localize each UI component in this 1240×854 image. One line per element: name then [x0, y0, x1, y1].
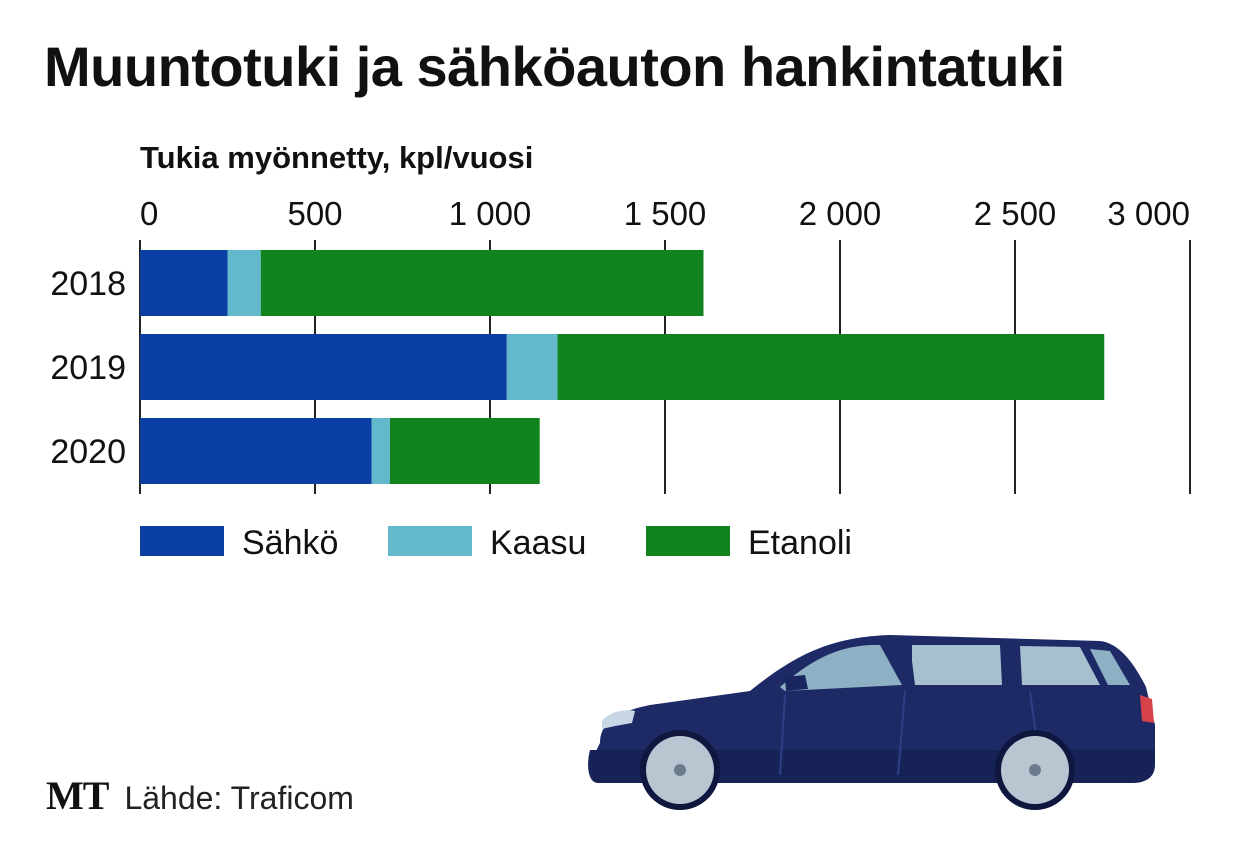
car-window-rear — [1090, 649, 1130, 685]
legend-label: Kaasu — [490, 524, 586, 562]
legend-swatch — [140, 526, 224, 556]
footer: MT Lähde: Traficom — [46, 772, 354, 819]
car-window-front — [910, 645, 1002, 685]
chart-title: Muuntotuki ja sähköauton hankintatuki — [44, 35, 1065, 98]
y-category-label: 2018 — [50, 265, 126, 303]
car-mirror — [785, 675, 808, 691]
x-tick-label: 1 000 — [449, 195, 532, 232]
y-category-label: 2020 — [50, 433, 126, 471]
bar-segment — [140, 334, 507, 400]
car-windshield — [780, 645, 902, 691]
x-tick-label: 0 — [140, 195, 158, 232]
bar-segment — [260, 250, 704, 316]
x-tick-label: 2 000 — [799, 195, 882, 232]
source-note: Lähde: Traficom — [124, 780, 354, 816]
bar-segment — [389, 418, 540, 484]
x-tick-label: 2 500 — [974, 195, 1057, 232]
bar-segment — [371, 418, 390, 484]
car-pillar-b — [902, 645, 912, 689]
car-headlight — [602, 710, 635, 729]
x-tick-label: 500 — [287, 195, 342, 232]
bar-segment — [557, 334, 1105, 400]
x-tick-label: 1 500 — [624, 195, 707, 232]
bar-segment — [140, 250, 228, 316]
car-illustration — [588, 635, 1155, 810]
legend-swatch — [646, 526, 730, 556]
bar-segment — [140, 418, 372, 484]
legend-label: Sähkö — [242, 524, 338, 562]
stacked-bar-chart: 0 500 1 000 1 500 2 000 2 500 3 000 2018 2019 202… — [50, 195, 1191, 562]
car-pillar-c — [1010, 645, 1020, 689]
axis-label: Tukia myönnetty, kpl/vuosi — [140, 140, 534, 175]
car-window-middle — [1020, 646, 1100, 685]
legend-swatch — [388, 526, 472, 556]
car-taillight — [1140, 695, 1154, 723]
x-tick-label: 3 000 — [1107, 195, 1190, 232]
bar-segment — [227, 250, 261, 316]
legend-label: Etanoli — [748, 524, 852, 562]
wheel-front-hub — [674, 764, 686, 776]
bar-segment — [506, 334, 558, 400]
brand-logo: MT — [46, 773, 109, 818]
wheel-rear-hub — [1029, 764, 1041, 776]
y-category-label: 2019 — [50, 349, 126, 387]
